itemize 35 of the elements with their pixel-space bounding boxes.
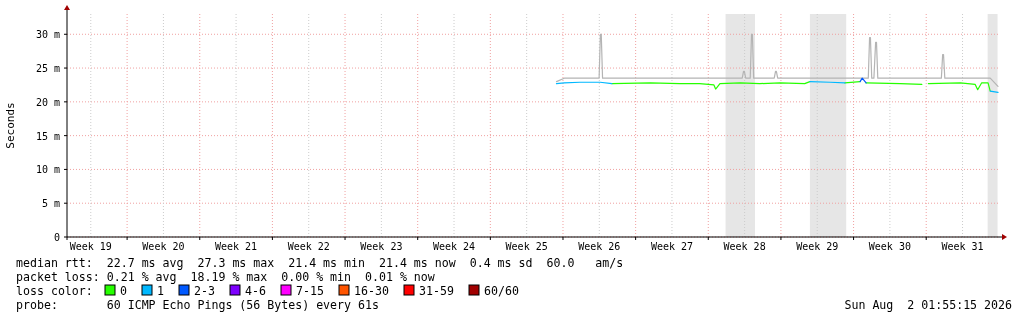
- x-tick-label: Week 30: [868, 241, 911, 252]
- x-tick-label: Week 24: [432, 241, 476, 252]
- text: Sun Aug 2 01:55:15 2026: [844, 298, 1013, 312]
- line-series: [555, 33, 999, 87]
- legend-label: 1: [157, 284, 164, 298]
- legend-label: 7-15: [296, 284, 324, 298]
- legend-label: 16-30: [354, 284, 389, 298]
- legend-title: loss color:: [16, 284, 93, 298]
- x-tick-label: Week 27: [650, 241, 694, 252]
- legend-label: 2-3: [194, 284, 215, 298]
- y-tick-label: 0: [53, 232, 60, 243]
- x-tick-label: Week 28: [723, 241, 766, 252]
- x-tick-label: Week 22: [287, 241, 330, 252]
- text: median rtt: 22.7 ms avg 27.3 ms max 21.4 ms min 21.4 ms now 0.4 ms sd 60.0 am/s: [16, 256, 624, 270]
- x-tick-label: Week 25: [505, 241, 548, 252]
- x-tick-label: Week 20: [142, 241, 185, 252]
- x-tick-label: Week 26: [578, 241, 621, 252]
- y-tick-label: 10 m: [35, 164, 60, 176]
- y-tick-label: 25 m: [35, 63, 60, 75]
- y-axis-title: Seconds: [4, 102, 17, 149]
- x-tick-label: Week 19: [69, 241, 112, 252]
- y-tick-label: 30 m: [35, 29, 60, 41]
- x-tick-label: Week 31: [941, 241, 984, 252]
- y-tick-label: 20 m: [35, 96, 60, 108]
- y-tick-label: 5 m: [41, 198, 60, 210]
- text: probe: 60 ICMP Echo Pings (56 Bytes) every 61s: [16, 298, 379, 312]
- legend-label: 60/60: [484, 284, 519, 298]
- x-tick-label: Week 23: [360, 241, 403, 252]
- legend-label: 31-59: [419, 284, 454, 298]
- legend-label: 0: [120, 284, 127, 298]
- legend-label: 4-6: [245, 284, 266, 298]
- x-tick-label: Week 21: [215, 241, 258, 252]
- x-tick-label: Week 29: [796, 241, 839, 252]
- text: packet loss: 0.21 % avg 18.19 % max 0.00 % min 0.01 % now: [16, 270, 435, 284]
- y-tick-label: 15 m: [35, 130, 60, 142]
